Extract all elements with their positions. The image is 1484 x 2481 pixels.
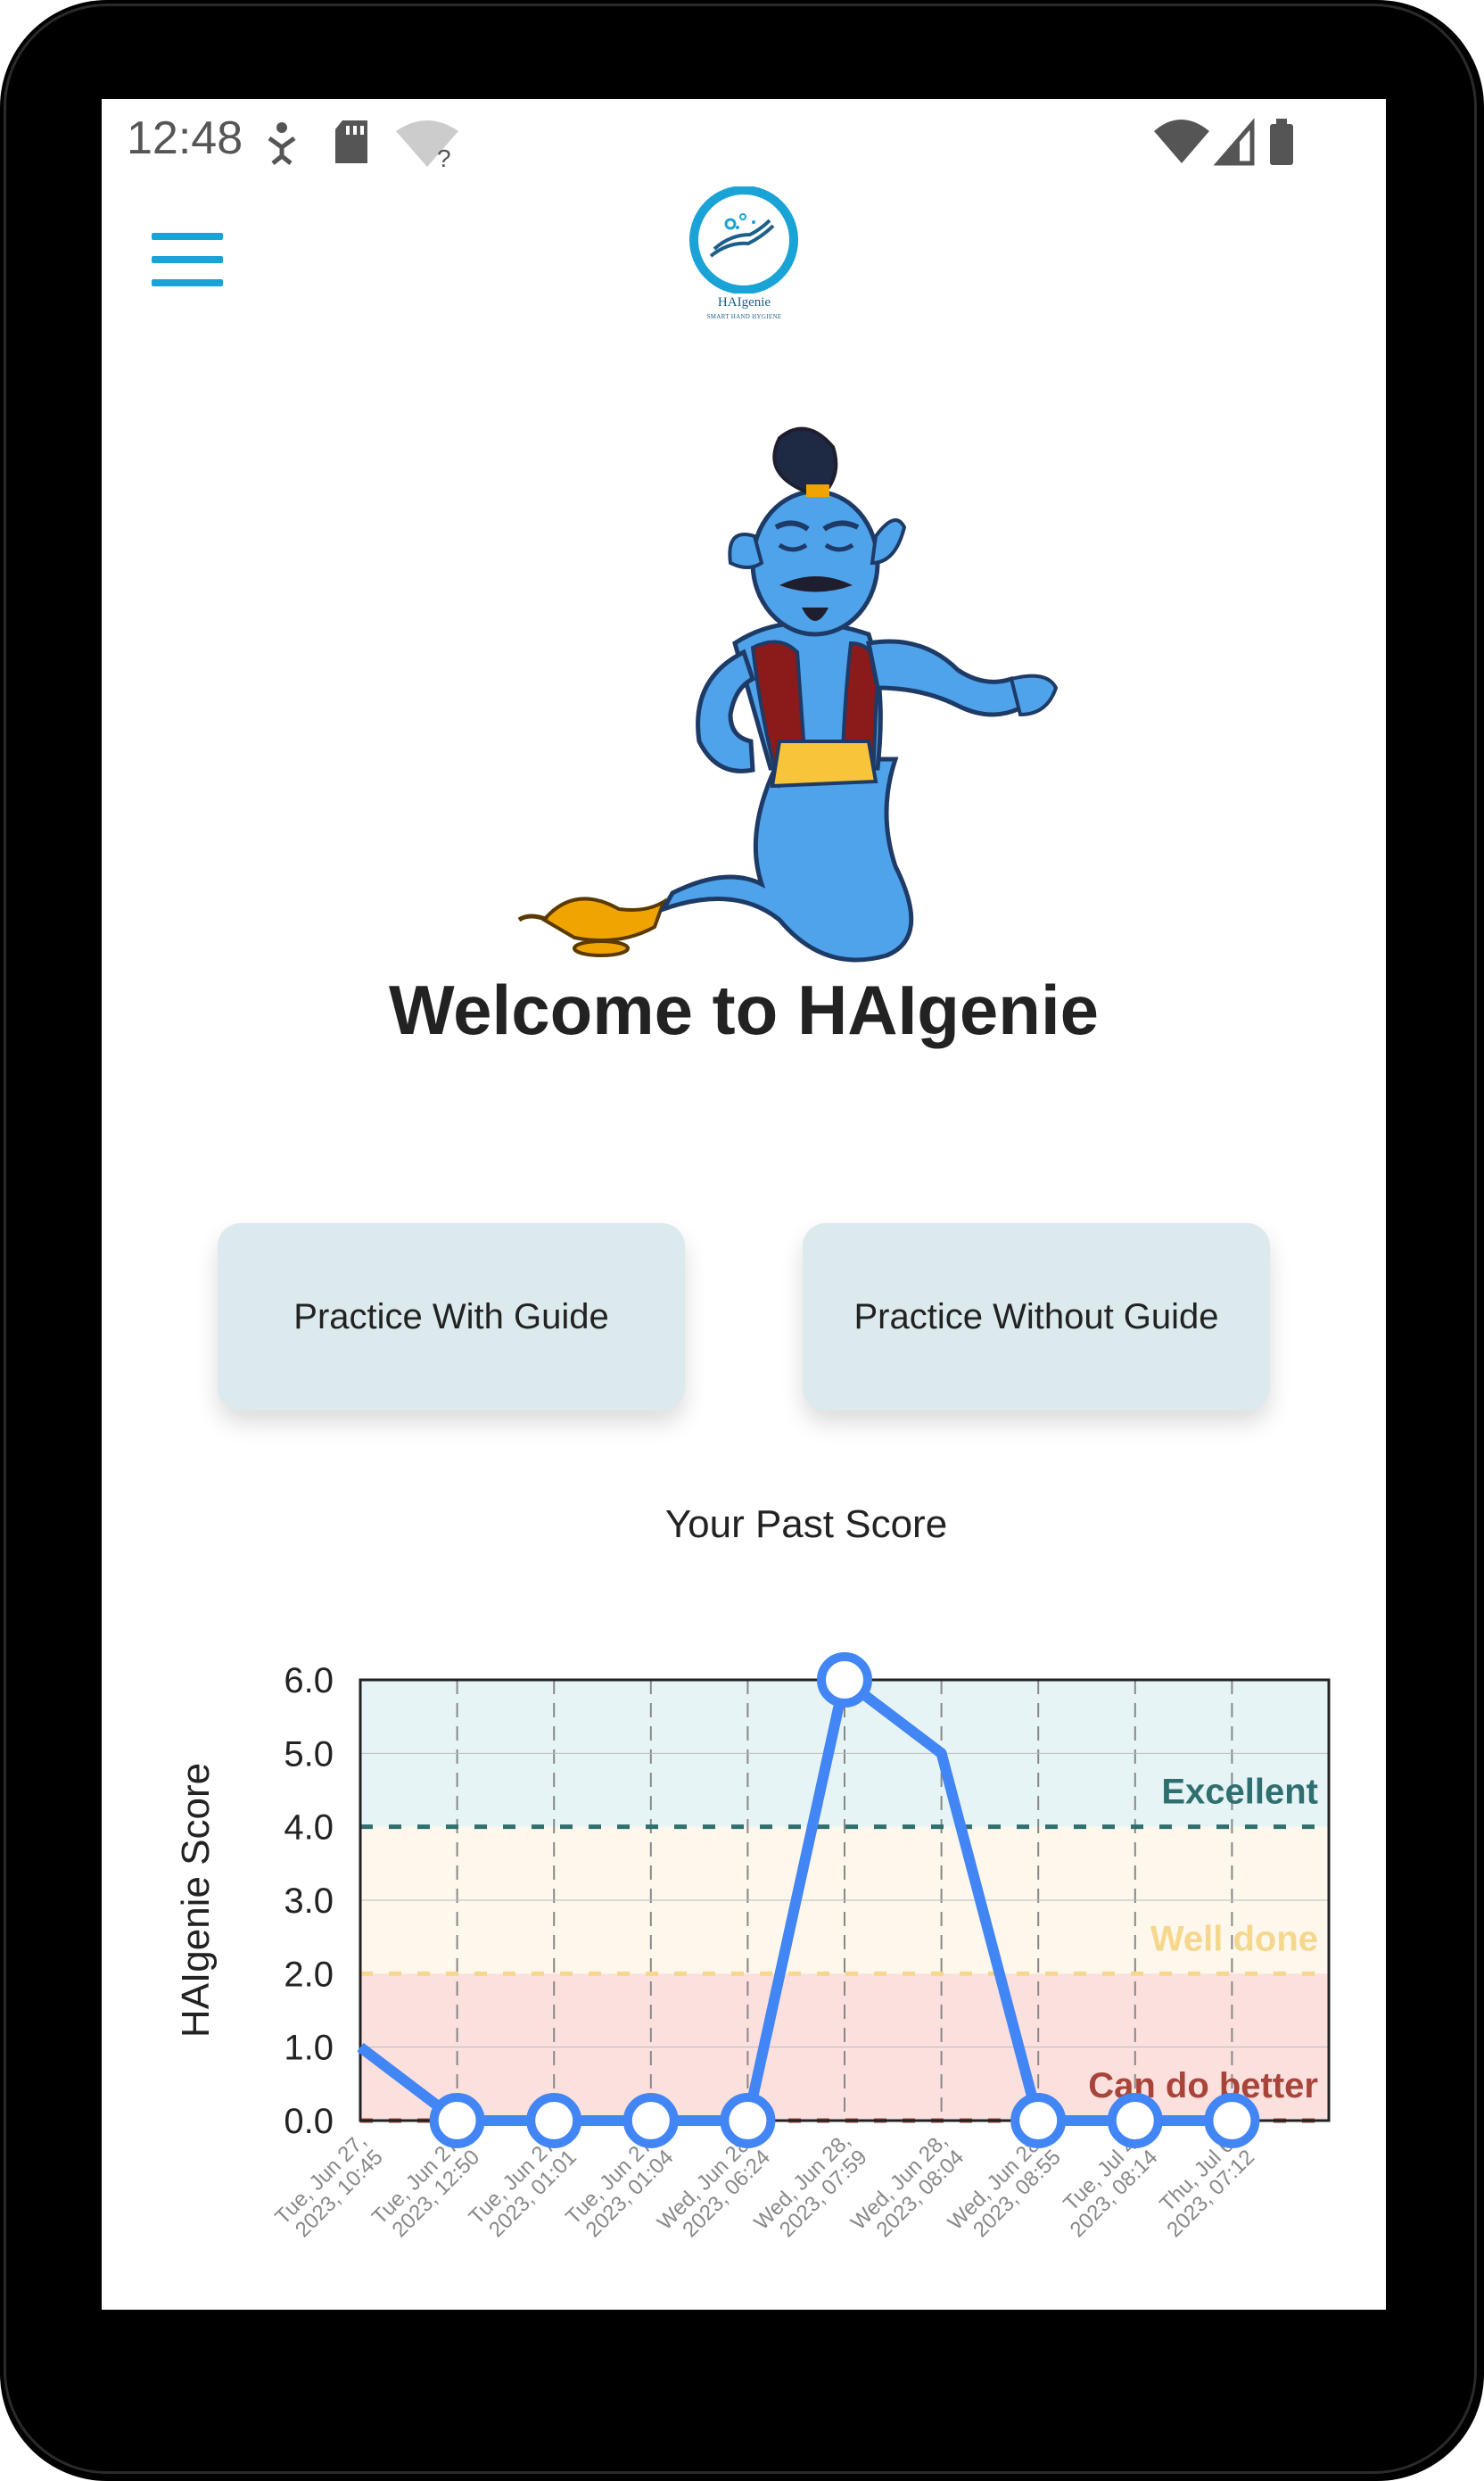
- logo-hands-icon: [689, 186, 798, 294]
- score-point: [429, 2093, 485, 2148]
- y-tick-label: 3.0: [284, 1881, 334, 1921]
- chart-title: Your Past Score: [665, 1502, 947, 1546]
- sd-card-icon: [335, 120, 367, 163]
- past-score-chart: Your Past Score HAIgenie Score Excellent…: [174, 1502, 1331, 2242]
- app-logo: HAIgenie SMART HAND HYGIENE: [684, 186, 804, 347]
- menu-bar: [152, 233, 223, 240]
- signal-icon: [1213, 118, 1255, 166]
- score-point: [817, 1652, 872, 1708]
- y-tick-label: 6.0: [284, 1661, 334, 1700]
- y-tick-label: 2.0: [284, 1955, 334, 1994]
- menu-bar: [152, 256, 223, 263]
- tablet-rim: [4, 4, 1477, 2474]
- y-tick-label: 0.0: [284, 2102, 334, 2141]
- band-label: Well done: [1150, 1919, 1318, 1958]
- score-points: [429, 1652, 1260, 2148]
- app-screen: 12:48 ?: [102, 99, 1386, 2310]
- score-point: [1204, 2093, 1260, 2148]
- score-point: [1107, 2093, 1163, 2148]
- magic-lamp-icon: [517, 897, 667, 957]
- score-point: [526, 2093, 582, 2148]
- hamburger-menu-icon[interactable]: [152, 233, 227, 290]
- score-point: [1010, 2093, 1067, 2148]
- chart-grid: [360, 1680, 1329, 2121]
- chart-y-axis-label: HAIgenie Score: [174, 1763, 218, 2038]
- battery-icon: [1270, 119, 1293, 165]
- practice-with-guide-button[interactable]: Practice With Guide: [218, 1223, 685, 1410]
- menu-bar: [152, 279, 223, 286]
- practice-without-guide-button[interactable]: Practice Without Guide: [803, 1223, 1270, 1410]
- score-point: [720, 2093, 776, 2148]
- y-tick-label: 1.0: [284, 2029, 334, 2068]
- wifi-question-icon: ?: [396, 120, 458, 172]
- logo-name: HAIgenie: [717, 295, 771, 310]
- y-tick-label: 4.0: [284, 1808, 334, 1848]
- band-label: Excellent: [1161, 1773, 1318, 1812]
- genie-mascot-illustration: [517, 426, 1059, 963]
- accessibility-icon: [268, 122, 296, 165]
- status-right-icons: [1154, 118, 1293, 166]
- welcome-title: Welcome to HAIgenie: [388, 971, 1100, 1049]
- wifi-icon: [1154, 120, 1209, 163]
- x-tick-label: Wed, Jun 28,2023, 06:24: [653, 2129, 775, 2242]
- y-tick-labels: 0.0 1.0 2.0 3.0 4.0 5.0 6.0: [284, 1661, 334, 2141]
- y-tick-label: 5.0: [284, 1734, 334, 1774]
- score-point: [622, 2093, 679, 2148]
- x-tick-label: Wed, Jun 28,2023, 07:59: [749, 2129, 871, 2242]
- x-tick-label: Wed, Jun 28,2023, 08:04: [846, 2129, 969, 2242]
- x-tick-label: Wed, Jun 28,2023, 08:55: [944, 2129, 1066, 2242]
- logo-tagline: SMART HAND HYGIENE: [706, 313, 782, 320]
- svg-text:?: ?: [437, 145, 451, 172]
- status-time: 12:48: [127, 112, 243, 164]
- x-tick-label: Tue, Jun 27,2023, 10:45: [270, 2129, 387, 2242]
- score-line-series: [357, 1675, 1233, 2126]
- status-left-icons: ?: [268, 120, 458, 172]
